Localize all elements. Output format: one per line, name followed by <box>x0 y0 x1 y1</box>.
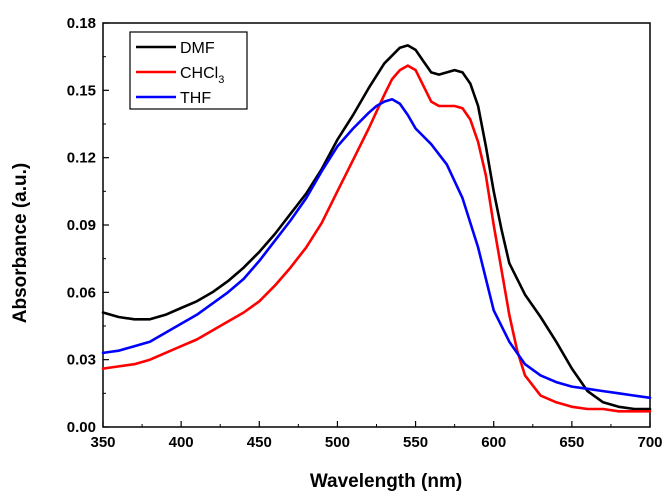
x-tick-label: 600 <box>481 434 506 451</box>
x-tick-label: 350 <box>90 434 115 451</box>
y-axis-ticks: 0.00 0.03 0.06 0.09 0.12 0.15 0.18 <box>67 15 109 436</box>
y-tick-label: 0.12 <box>67 150 96 167</box>
y-tick-label: 0.15 <box>67 82 96 99</box>
x-tick-label: 400 <box>169 434 194 451</box>
legend: DMF CHCl3 THF <box>129 31 248 110</box>
y-axis-label: Absorbance (a.u.) <box>10 163 31 323</box>
series-line-chcl3 <box>101 64 652 413</box>
legend-label-chcl3: CHCl3 <box>180 65 224 86</box>
y-tick-label: 0.18 <box>67 15 96 32</box>
x-tick-label: 500 <box>325 434 350 451</box>
series-line-thf <box>101 98 652 400</box>
legend-label-thf: THF <box>180 90 211 107</box>
series-layer <box>101 44 652 413</box>
y-tick-label: 0.00 <box>67 419 96 436</box>
y-tick-label: 0.03 <box>67 352 96 369</box>
x-axis-ticks: 350 400 450 500 550 600 650 700 <box>90 421 663 451</box>
x-tick-label: 650 <box>559 434 584 451</box>
x-tick-label: 700 <box>637 434 662 451</box>
x-axis-label: Wavelength (nm) <box>310 471 462 492</box>
x-tick-label: 550 <box>403 434 428 451</box>
y-tick-label: 0.06 <box>67 284 96 301</box>
x-tick-label: 450 <box>247 434 272 451</box>
legend-label-dmf: DMF <box>180 40 215 57</box>
y-tick-label: 0.09 <box>67 217 96 234</box>
series-line-dmf <box>101 44 652 411</box>
